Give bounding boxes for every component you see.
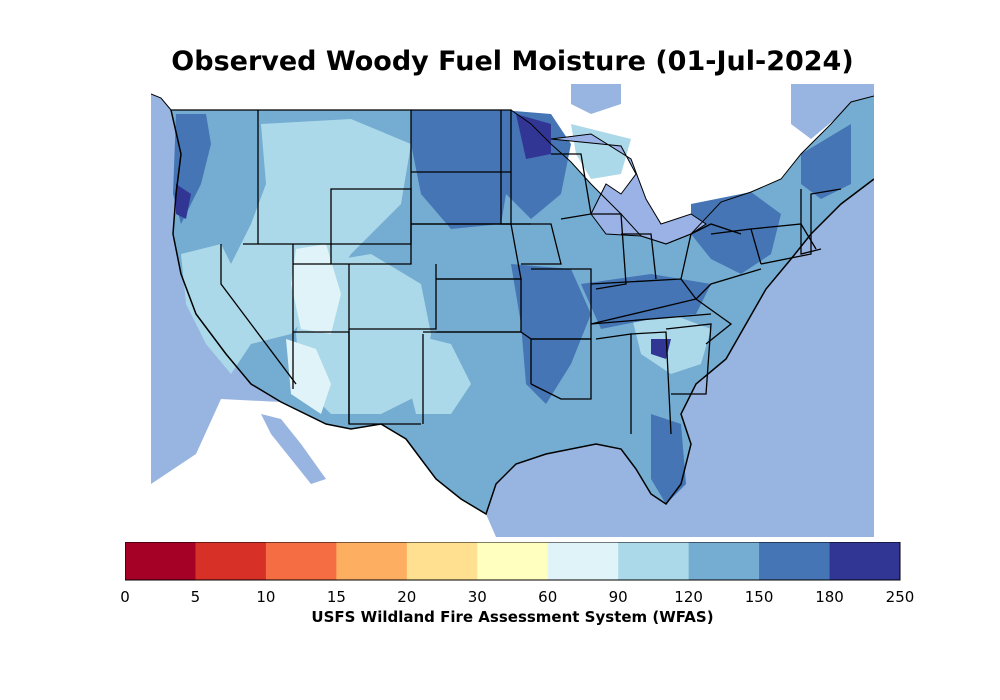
colorbar-swatch xyxy=(688,542,760,580)
colorbar-swatch xyxy=(759,542,831,580)
colorbar-tick-label: 250 xyxy=(885,588,915,606)
colorbar-swatch xyxy=(336,542,408,580)
colorbar-swatch xyxy=(406,542,478,580)
colorbar-tick-label: 150 xyxy=(744,588,774,606)
colorbar-swatch xyxy=(477,542,549,580)
colorbar-tick-label: 0 xyxy=(120,588,130,606)
colorbar-tick-label: 15 xyxy=(326,588,346,606)
colorbar-swatch xyxy=(195,542,267,580)
coastline xyxy=(170,109,874,516)
colorbar-tick-label: 180 xyxy=(815,588,844,606)
colorbar-tick-label: 10 xyxy=(256,588,276,606)
colorbar-tick-label: 5 xyxy=(190,588,201,606)
colorbar-swatch xyxy=(618,542,690,580)
fuel-moisture-map xyxy=(151,84,874,537)
colorbar-tick-label: 60 xyxy=(538,588,558,606)
colorbar-swatch xyxy=(547,542,619,580)
colorbar xyxy=(125,542,901,581)
colorbar-tick-label: 20 xyxy=(397,588,417,606)
colorbar-label: USFS Wildland Fire Assessment System (WF… xyxy=(311,608,714,626)
colorbar-tick-label: 120 xyxy=(674,588,703,606)
colorbar-tick-label: 30 xyxy=(467,588,487,606)
colorbar-swatch xyxy=(265,542,337,580)
colorbar-swatch xyxy=(829,542,901,580)
mexico-landmass xyxy=(151,399,496,537)
colorbar-tick-label: 90 xyxy=(608,588,628,606)
colorbar-swatch xyxy=(125,542,196,580)
map-title: Observed Woody Fuel Moisture (01-Jul-202… xyxy=(171,46,854,77)
state-borders xyxy=(171,109,842,435)
